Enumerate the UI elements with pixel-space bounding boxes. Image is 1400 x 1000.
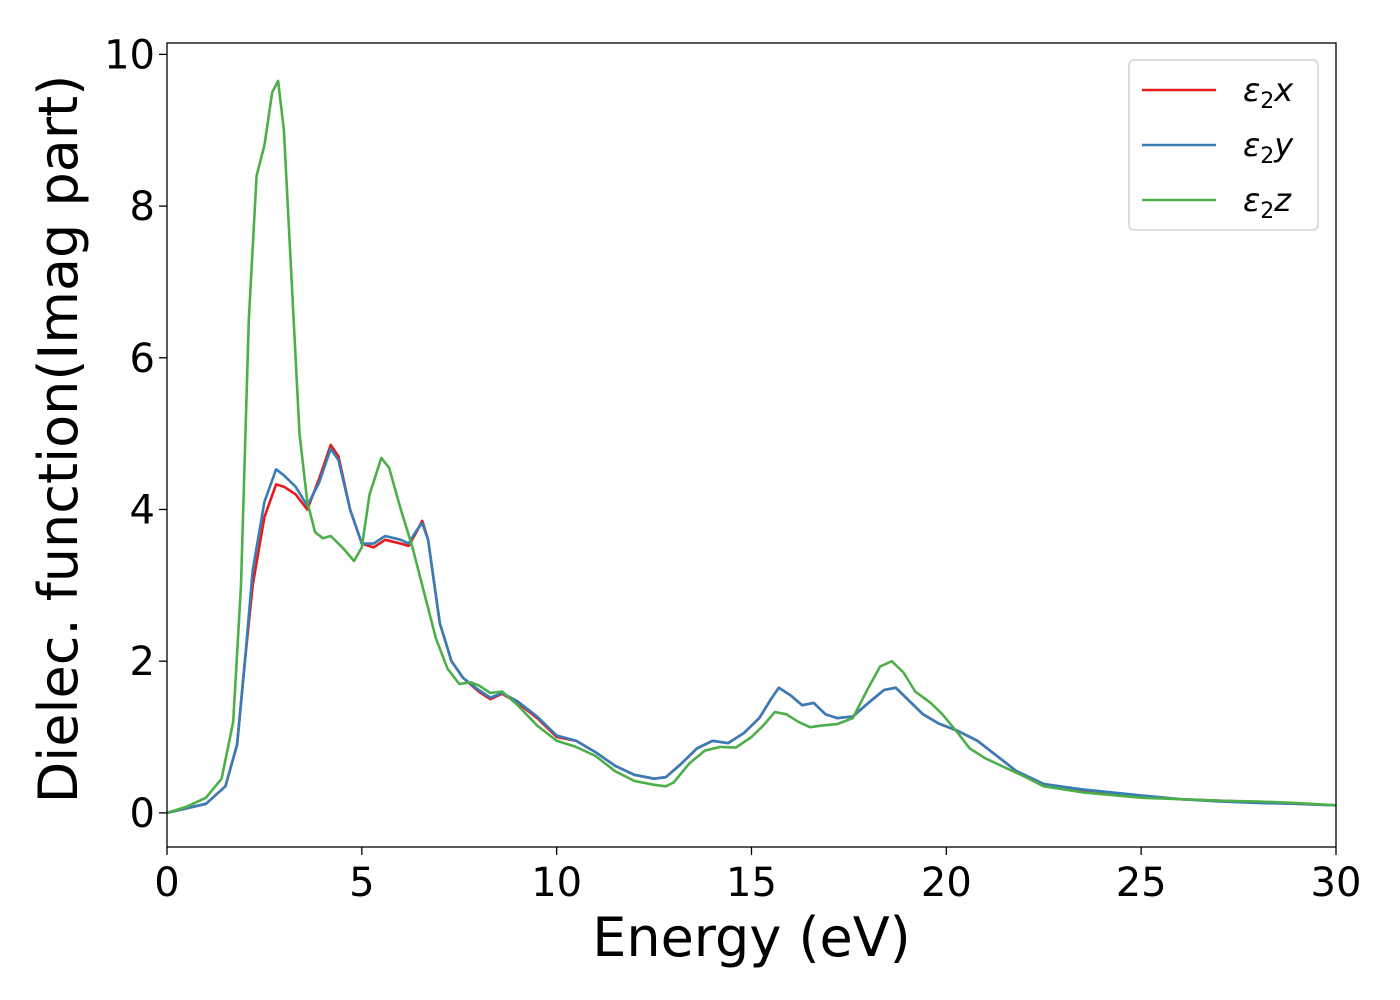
legend-label: ε2x — [1243, 71, 1294, 114]
y-axis-ticks: 0 2 4 6 8 10 — [104, 32, 167, 837]
legend-box — [1128, 59, 1319, 231]
legend-item-y: ε2y — [1142, 126, 1294, 169]
x-tick-label: 5 — [349, 860, 374, 906]
y-tick-label: 2 — [130, 639, 155, 685]
x-axis-ticks: 0 5 10 15 20 25 30 — [154, 847, 1361, 906]
x-tick-label: 10 — [531, 860, 582, 906]
y-tick-label: 8 — [130, 184, 155, 230]
y-tick-label: 4 — [130, 487, 155, 533]
x-tick-label: 25 — [1116, 860, 1167, 906]
y-tick-label: 0 — [130, 791, 155, 837]
series-layer — [166, 79, 1337, 815]
legend-label: ε2z — [1243, 181, 1292, 224]
y-tick-label: 10 — [104, 32, 155, 78]
x-axis-label: Energy (eV) — [592, 906, 911, 969]
x-tick-label: 0 — [154, 860, 179, 906]
series-line-x — [166, 443, 1337, 815]
series-line-z — [166, 79, 1337, 815]
legend: ε2x ε2y ε2z — [1128, 59, 1319, 231]
legend-item-z: ε2z — [1142, 181, 1292, 224]
x-tick-label: 15 — [726, 860, 777, 906]
legend-item-x: ε2x — [1142, 71, 1294, 114]
y-tick-label: 6 — [130, 336, 155, 382]
x-tick-label: 20 — [921, 860, 972, 906]
legend-label: ε2y — [1243, 126, 1294, 169]
x-tick-label: 30 — [1311, 860, 1362, 906]
y-axis-label: Dielec. function(Imag part) — [27, 75, 90, 804]
series-line-y — [166, 447, 1337, 815]
